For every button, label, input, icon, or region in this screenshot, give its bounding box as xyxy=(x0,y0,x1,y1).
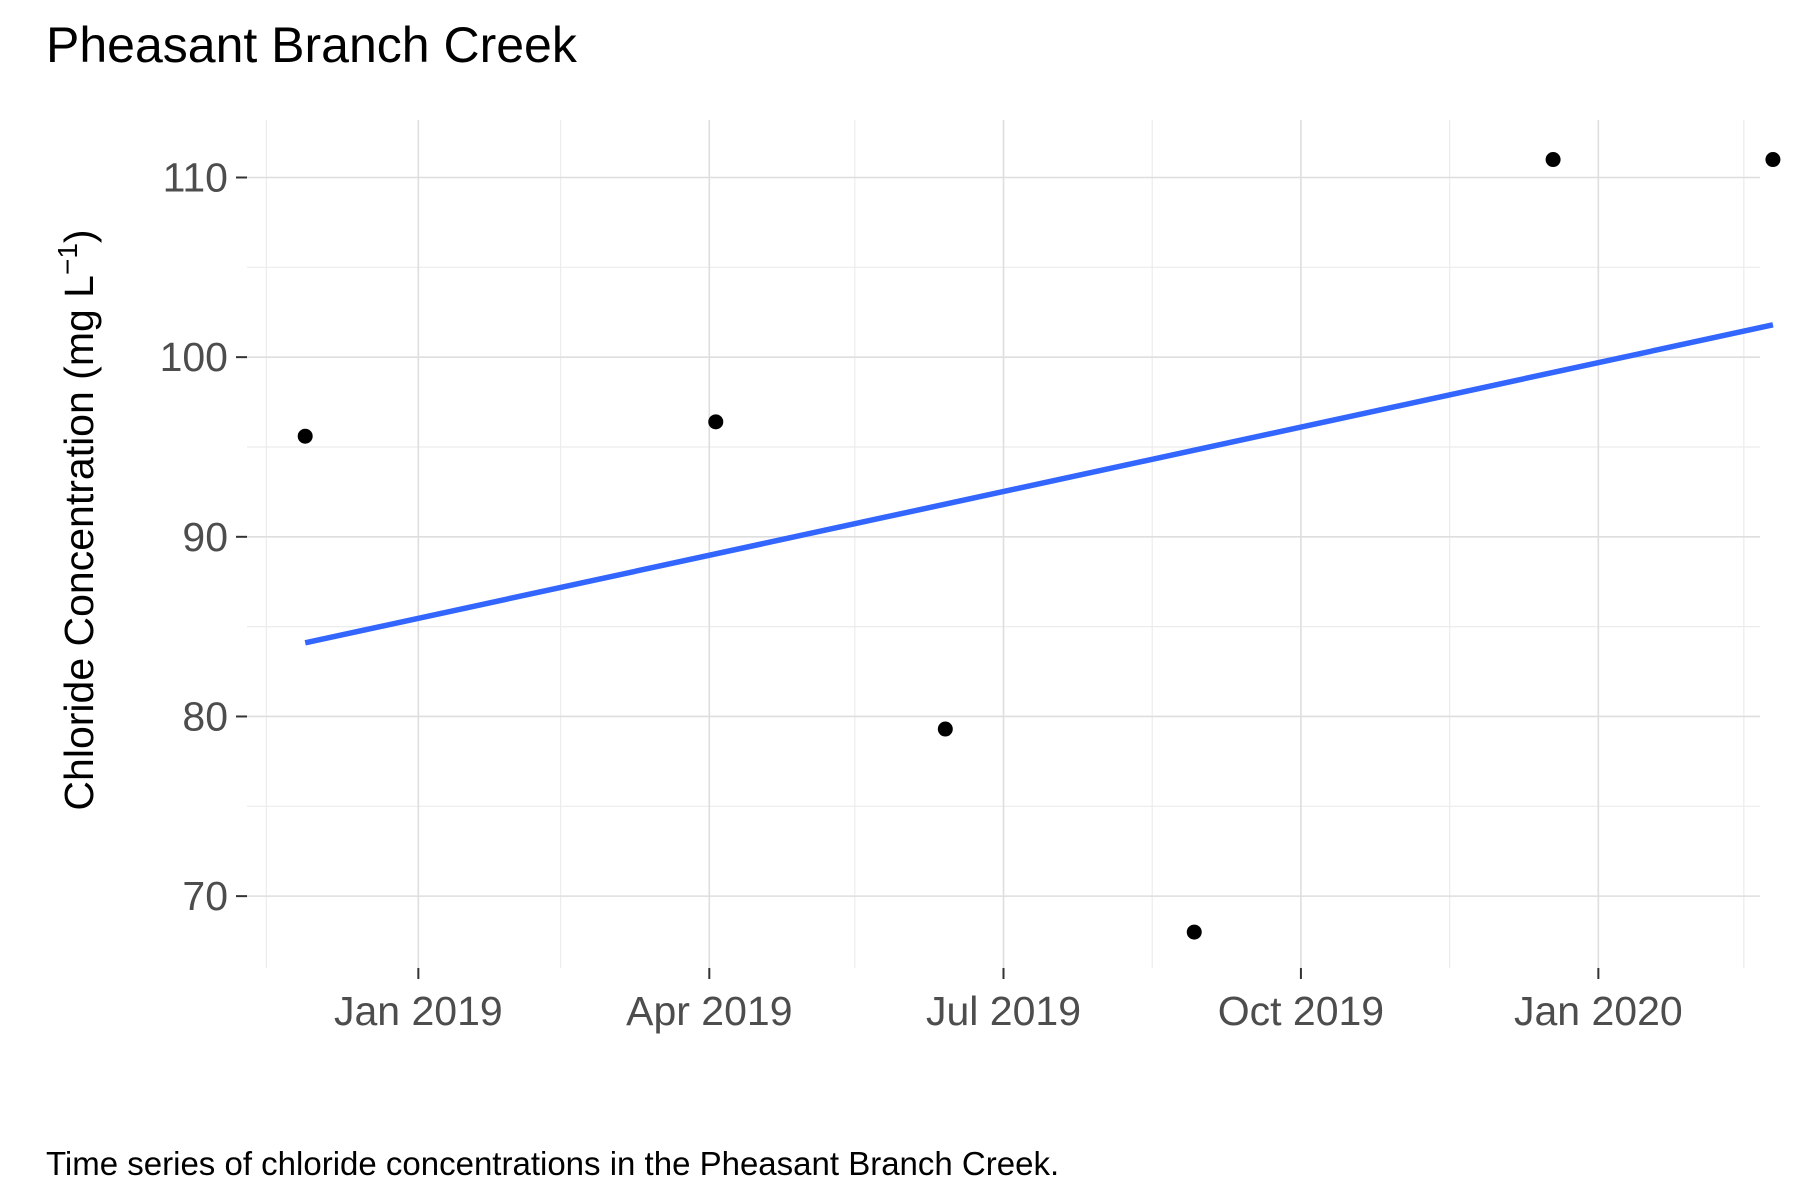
x-tick-label: Jan 2020 xyxy=(1514,988,1683,1034)
data-points-layer xyxy=(297,152,1781,940)
data-point xyxy=(937,721,953,737)
y-axis-title-close: ) xyxy=(56,229,102,243)
y-tick-label: 90 xyxy=(182,514,228,560)
y-axis-title-superscript: −1 xyxy=(52,243,83,275)
trend-line-layer xyxy=(304,322,1774,646)
data-point xyxy=(708,414,724,430)
y-axis: 70 80 90 100 110 xyxy=(160,154,247,919)
x-tick-label: Jan 2019 xyxy=(334,988,503,1034)
data-point xyxy=(1545,152,1561,168)
data-point xyxy=(1765,152,1781,168)
trend-line xyxy=(304,322,1774,646)
y-tick-label: 110 xyxy=(163,154,228,200)
major-gridlines xyxy=(247,120,1760,968)
y-tick-label: 70 xyxy=(182,873,228,919)
x-tick-label: Apr 2019 xyxy=(626,988,792,1034)
plot-panel xyxy=(247,120,1781,968)
y-axis-title-main: Chloride Concentration (mg L xyxy=(56,275,102,811)
chart-title: Pheasant Branch Creek xyxy=(46,17,578,73)
x-tick-label: Jul 2019 xyxy=(926,988,1081,1034)
y-axis-title: Chloride Concentration (mg L−1) xyxy=(52,229,102,810)
x-axis: Jan 2019 Apr 2019 Jul 2019 Oct 2019 Jan 2020 xyxy=(334,968,1683,1034)
x-tick-label: Oct 2019 xyxy=(1218,988,1384,1034)
y-tick-label: 80 xyxy=(182,693,228,739)
data-point xyxy=(297,428,313,444)
data-point xyxy=(1186,924,1202,940)
y-tick-label: 100 xyxy=(160,334,228,380)
chart-caption: Time series of chloride concentrations i… xyxy=(46,1145,1059,1182)
